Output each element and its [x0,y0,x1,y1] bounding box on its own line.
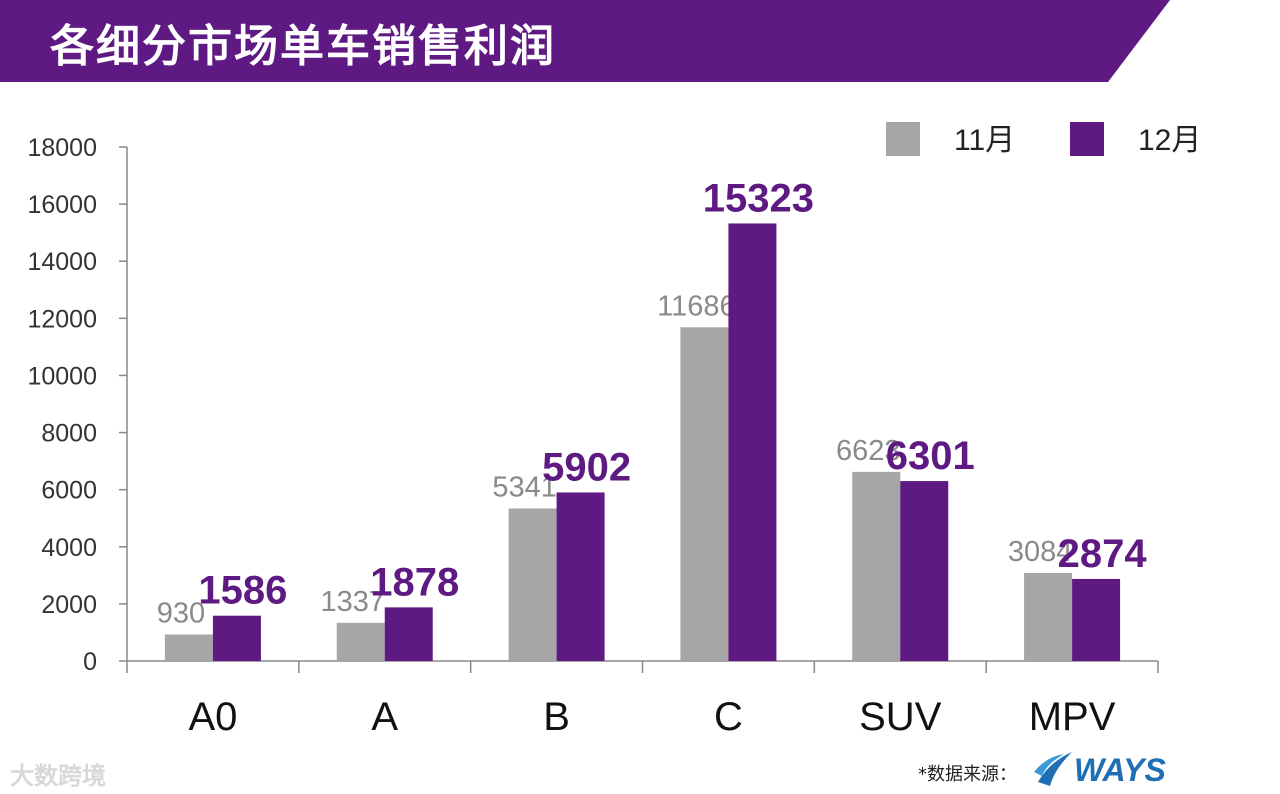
data-label-12: 5902 [542,445,631,489]
y-tick-label: 0 [83,648,97,676]
x-category-label: C [714,695,743,739]
bar-11 [852,471,901,661]
y-tick-label: 14000 [27,248,97,276]
data-label-12: 1878 [370,560,459,604]
data-label-12: 2874 [1058,532,1148,576]
page-title: 各细分市场单车销售利润 [50,21,556,72]
source-label: *数据来源： [918,764,1017,785]
y-tick-label: 16000 [27,191,97,219]
bar-11 [680,327,729,661]
y-tick-label: 2000 [41,591,97,619]
bar-11 [508,508,557,661]
data-label-12: 1586 [198,569,287,613]
x-category-label: MPV [1029,695,1116,739]
y-tick-label: 18000 [27,134,97,162]
bar-11 [336,622,385,661]
data-label-11: 6623 [836,435,901,467]
data-label-12: 15323 [703,176,814,220]
x-category-label: B [543,695,570,739]
title-banner [0,0,1170,82]
y-tick-label: 4000 [41,534,97,562]
x-category-label: SUV [859,695,942,739]
data-label-12: 6301 [886,434,975,478]
legend-label-12: 12月 [1138,124,1201,157]
bar-12 [900,481,949,661]
watermark-text: 大数跨境 [10,762,106,790]
legend-swatch-12 [1070,122,1104,156]
ways-logo-text: WAYS [1074,752,1166,788]
y-tick-label: 6000 [41,477,97,505]
data-label-11: 5341 [492,471,557,503]
x-category-label: A0 [188,695,237,739]
data-label-11: 3084 [1008,536,1073,568]
bar-12 [556,492,605,661]
y-tick-label: 12000 [27,305,97,333]
bar-12 [384,607,433,661]
legend-swatch-11 [886,122,920,156]
y-tick-label: 10000 [27,362,97,390]
y-tick-label: 8000 [41,420,97,448]
x-category-label: A [371,695,398,739]
bar-12 [728,223,777,661]
bar-11 [164,634,213,661]
data-label-11: 1337 [320,586,385,618]
bar-12 [212,615,261,661]
legend-label-11: 11月 [954,124,1015,157]
data-label-11: 930 [157,597,205,629]
ways-logo-icon [1034,752,1072,786]
data-label-11: 11686 [657,290,736,322]
bar-11 [1024,572,1073,661]
bar-12 [1072,578,1121,661]
